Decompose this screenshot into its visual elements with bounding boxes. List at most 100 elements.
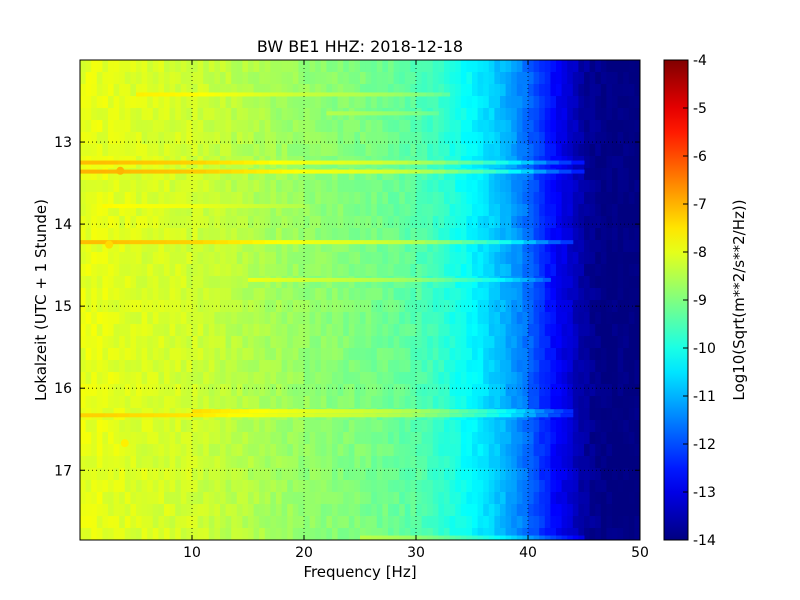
heatmap-cell [298,84,305,97]
heatmap-cell [259,72,266,85]
heatmap-cell [595,468,602,481]
heatmap-cell [516,168,523,181]
heatmap-cell [276,312,283,325]
heatmap-band-segment [430,111,434,116]
heatmap-cell [292,144,299,157]
heatmap-band-segment [243,204,250,209]
heatmap-cell [500,84,507,97]
heatmap-cell [617,252,624,265]
heatmap-cell [421,192,428,205]
heatmap-cell [516,504,523,517]
heatmap-cell [292,72,299,85]
heatmap-cell [612,492,619,505]
heatmap-cell [130,300,137,313]
heatmap-cell [147,228,154,241]
heatmap-cell [365,480,372,493]
heatmap-cell [550,312,557,325]
heatmap-cell [225,504,232,517]
heatmap-cell [130,492,137,505]
heatmap-cell [371,360,378,373]
heatmap-band-segment [284,92,294,97]
heatmap-cell [108,336,115,349]
heatmap-cell [572,456,579,469]
heatmap-cell [242,384,249,397]
heatmap-cell [276,204,283,217]
heatmap-cell [354,216,361,229]
heatmap-cell [539,84,546,97]
heatmap-cell [158,420,165,433]
heatmap-cell [348,324,355,337]
heatmap-cell [186,336,193,349]
heatmap-cell [623,216,630,229]
heatmap-cell [399,396,406,409]
heatmap-cell [158,228,165,241]
heatmap-cell [315,120,322,133]
heatmap-cell [337,144,344,157]
heatmap-cell [617,360,624,373]
heatmap-cell [634,144,640,157]
heatmap-cell [309,120,316,133]
heatmap-cell [449,348,456,361]
heatmap-cell [455,456,462,469]
heatmap-cell [360,420,367,433]
heatmap-cell [578,144,585,157]
heatmap-cell [505,312,512,325]
heatmap-cell [500,492,507,505]
heatmap-band-segment [430,409,441,414]
heatmap-cell [136,84,143,97]
heatmap-band-segment [354,111,358,116]
heatmap-band-segment [416,535,423,540]
heatmap-cell [91,204,98,217]
heatmap-cell [612,60,619,73]
heatmap-cell [432,180,439,193]
heatmap-cell [119,360,126,373]
heatmap-cell [259,456,266,469]
heatmap-cell [606,60,613,73]
heatmap-cell [600,312,607,325]
heatmap-band-segment [539,535,546,540]
heatmap-cell [634,336,640,349]
heatmap-cell [113,132,120,145]
heatmap-cell [326,180,333,193]
heatmap-cell [432,372,439,385]
heatmap-cell [533,264,540,277]
heatmap-cell [371,264,378,277]
heatmap-cell [197,216,204,229]
heatmap-cell [119,348,126,361]
heatmap-cell [108,528,115,540]
heatmap-cell [556,240,563,253]
heatmap-cell [421,168,428,181]
heatmap-cell [270,240,277,253]
heatmap-cell [214,384,221,397]
heatmap-cell [404,72,411,85]
heatmap-cell [606,384,613,397]
heatmap-cell [488,288,495,301]
heatmap-band-segment [523,240,537,245]
heatmap-cell [600,156,607,169]
heatmap-cell [500,252,507,265]
heatmap-cell [612,216,619,229]
heatmap-cell [203,60,210,73]
heatmap-cell [96,108,103,121]
heatmap-cell [600,252,607,265]
heatmap-cell [371,312,378,325]
heatmap-cell [382,480,389,493]
heatmap-cell [449,252,456,265]
heatmap-cell [164,168,171,181]
heatmap-cell [304,456,311,469]
heatmap-cell [281,384,288,397]
heatmap-band-segment [382,535,389,540]
heatmap-cell [472,516,479,529]
heatmap-cell [320,444,327,457]
y-tick-label: 14 [54,217,72,233]
heatmap-cell [96,420,103,433]
heatmap-cell [108,360,115,373]
heatmap-band-segment [308,277,317,282]
heatmap-cell [556,456,563,469]
heatmap-cell [315,336,322,349]
heatmap-cell [584,360,591,373]
heatmap-cell [264,420,271,433]
heatmap-band-segment [203,204,209,209]
heatmap-cell [214,144,221,157]
heatmap-band-segment [233,204,239,209]
